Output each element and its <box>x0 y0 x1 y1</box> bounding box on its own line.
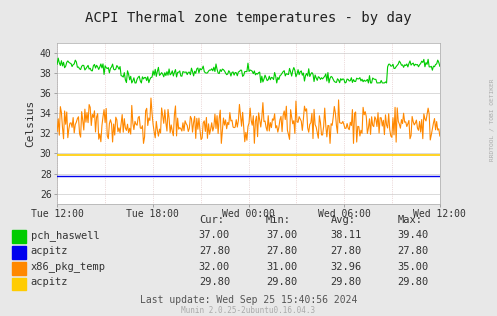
Text: 31.00: 31.00 <box>266 262 297 271</box>
Text: 27.80: 27.80 <box>398 246 429 256</box>
Text: 29.80: 29.80 <box>331 277 362 287</box>
Text: 37.00: 37.00 <box>266 230 297 240</box>
Text: Last update: Wed Sep 25 15:40:56 2024: Last update: Wed Sep 25 15:40:56 2024 <box>140 295 357 305</box>
Text: 38.11: 38.11 <box>331 230 362 240</box>
Text: 32.00: 32.00 <box>199 262 230 271</box>
Text: 29.80: 29.80 <box>199 277 230 287</box>
Text: 27.80: 27.80 <box>331 246 362 256</box>
Text: 32.96: 32.96 <box>331 262 362 271</box>
Text: 29.80: 29.80 <box>266 277 297 287</box>
Text: acpitz: acpitz <box>31 277 68 287</box>
Text: ACPI Thermal zone temperatures - by day: ACPI Thermal zone temperatures - by day <box>85 11 412 25</box>
Text: x86_pkg_temp: x86_pkg_temp <box>31 262 106 272</box>
Text: acpitz: acpitz <box>31 246 68 256</box>
Text: 37.00: 37.00 <box>199 230 230 240</box>
Text: 35.00: 35.00 <box>398 262 429 271</box>
Text: 27.80: 27.80 <box>266 246 297 256</box>
Text: RRDTOOL / TOBI OETIKER: RRDTOOL / TOBI OETIKER <box>490 79 495 161</box>
Text: Min:: Min: <box>266 215 291 225</box>
Y-axis label: Celsius: Celsius <box>26 100 36 147</box>
Text: Max:: Max: <box>398 215 422 225</box>
Text: 39.40: 39.40 <box>398 230 429 240</box>
Text: Munin 2.0.25-2ubuntu0.16.04.3: Munin 2.0.25-2ubuntu0.16.04.3 <box>181 307 316 315</box>
Text: pch_haswell: pch_haswell <box>31 230 99 241</box>
Text: Avg:: Avg: <box>331 215 355 225</box>
Text: 29.80: 29.80 <box>398 277 429 287</box>
Text: Cur:: Cur: <box>199 215 224 225</box>
Text: 27.80: 27.80 <box>199 246 230 256</box>
